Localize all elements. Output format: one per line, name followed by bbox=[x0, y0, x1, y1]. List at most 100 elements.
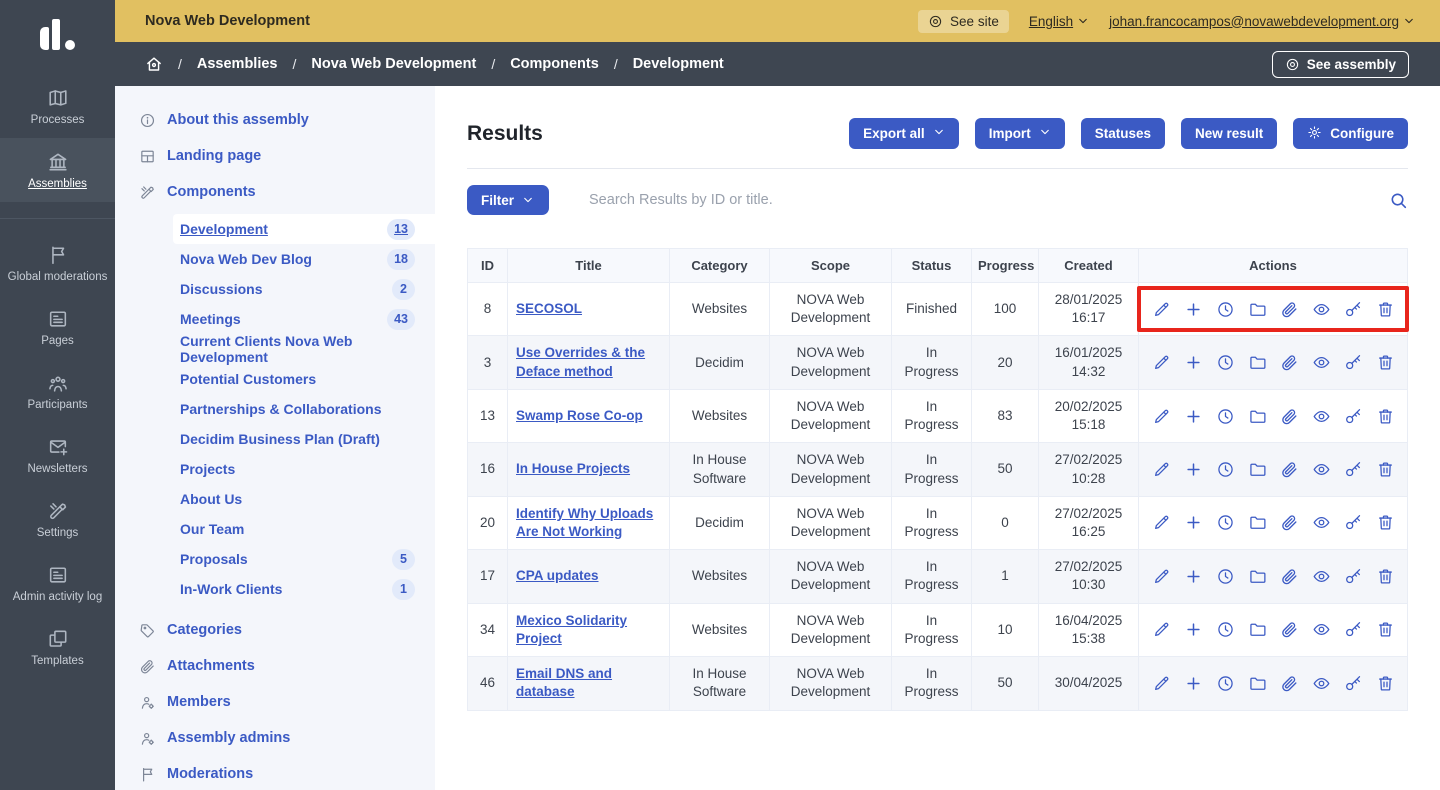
result-link-identify-why-uploads-are-not-working[interactable]: Identify Why Uploads Are Not Working bbox=[516, 505, 654, 539]
clock-icon[interactable] bbox=[1216, 620, 1235, 639]
sidebar-item-participants[interactable]: Participants bbox=[0, 359, 115, 423]
pencil-icon[interactable] bbox=[1152, 513, 1171, 532]
component-item-development[interactable]: Development 13 bbox=[173, 214, 435, 244]
paperclip-icon[interactable] bbox=[1280, 300, 1299, 319]
result-link-mexico-solidarity-project[interactable]: Mexico Solidarity Project bbox=[516, 612, 628, 646]
sidebar-item-assemblies[interactable]: Assemblies bbox=[0, 138, 115, 202]
result-link-secosol[interactable]: SECOSOL bbox=[516, 301, 583, 317]
component-item-partnerships-collaborations[interactable]: Partnerships & Collaborations bbox=[173, 394, 435, 424]
result-link-cpa-updates[interactable]: CPA updates bbox=[516, 568, 599, 584]
filter-button[interactable]: Filter bbox=[467, 185, 550, 215]
key-icon[interactable] bbox=[1344, 620, 1363, 639]
plus-icon[interactable] bbox=[1184, 407, 1203, 426]
key-icon[interactable] bbox=[1344, 674, 1363, 693]
sidebar-item-processes[interactable]: Processes bbox=[0, 74, 115, 138]
pencil-icon[interactable] bbox=[1152, 567, 1171, 586]
folder-icon[interactable] bbox=[1248, 407, 1267, 426]
assembly-menu-item-categories[interactable]: Categories bbox=[115, 612, 435, 648]
paperclip-icon[interactable] bbox=[1280, 407, 1299, 426]
user-menu[interactable]: johan.francocampos@novawebdevelopment.or… bbox=[1109, 14, 1415, 29]
sidebar-item-admin-activity-log[interactable]: Admin activity log bbox=[0, 551, 115, 615]
key-icon[interactable] bbox=[1344, 300, 1363, 319]
trash-icon[interactable] bbox=[1376, 567, 1395, 586]
key-icon[interactable] bbox=[1344, 567, 1363, 586]
pencil-icon[interactable] bbox=[1152, 460, 1171, 479]
breadcrumb-item-nova-web-development[interactable]: Nova Web Development bbox=[311, 56, 477, 72]
breadcrumb-item-components[interactable]: Components bbox=[510, 56, 599, 72]
result-link-swamp-rose-co-op[interactable]: Swamp Rose Co-op bbox=[516, 407, 643, 423]
component-item-about-us[interactable]: About Us bbox=[173, 484, 435, 514]
see-assembly-button[interactable]: See assembly bbox=[1271, 50, 1409, 78]
eye-icon[interactable] bbox=[1312, 674, 1331, 693]
component-item-meetings[interactable]: Meetings 43 bbox=[173, 304, 435, 334]
assembly-menu-item-moderations[interactable]: Moderations bbox=[115, 756, 435, 790]
clock-icon[interactable] bbox=[1216, 674, 1235, 693]
home-icon[interactable] bbox=[145, 55, 163, 73]
statuses-button[interactable]: Statuses bbox=[1080, 118, 1165, 149]
component-item-projects[interactable]: Projects bbox=[173, 454, 435, 484]
new-result-button[interactable]: New result bbox=[1180, 118, 1278, 149]
pencil-icon[interactable] bbox=[1152, 407, 1171, 426]
key-icon[interactable] bbox=[1344, 353, 1363, 372]
plus-icon[interactable] bbox=[1184, 620, 1203, 639]
clock-icon[interactable] bbox=[1216, 567, 1235, 586]
component-item-current-clients-nova-web-development[interactable]: Current Clients Nova Web Development bbox=[173, 333, 435, 365]
plus-icon[interactable] bbox=[1184, 674, 1203, 693]
folder-icon[interactable] bbox=[1248, 567, 1267, 586]
breadcrumb-item-assemblies[interactable]: Assemblies bbox=[196, 56, 278, 72]
eye-icon[interactable] bbox=[1312, 620, 1331, 639]
folder-icon[interactable] bbox=[1248, 620, 1267, 639]
assembly-menu-item-about-this-assembly[interactable]: About this assembly bbox=[115, 102, 435, 138]
pencil-icon[interactable] bbox=[1152, 300, 1171, 319]
folder-icon[interactable] bbox=[1248, 513, 1267, 532]
trash-icon[interactable] bbox=[1376, 300, 1395, 319]
key-icon[interactable] bbox=[1344, 513, 1363, 532]
clock-icon[interactable] bbox=[1216, 300, 1235, 319]
folder-icon[interactable] bbox=[1248, 674, 1267, 693]
trash-icon[interactable] bbox=[1376, 460, 1395, 479]
decidim-logo[interactable] bbox=[40, 16, 75, 50]
assembly-menu-item-attachments[interactable]: Attachments bbox=[115, 648, 435, 684]
clock-icon[interactable] bbox=[1216, 513, 1235, 532]
trash-icon[interactable] bbox=[1376, 620, 1395, 639]
trash-icon[interactable] bbox=[1376, 407, 1395, 426]
eye-icon[interactable] bbox=[1312, 567, 1331, 586]
eye-icon[interactable] bbox=[1312, 353, 1331, 372]
component-item-discussions[interactable]: Discussions 2 bbox=[173, 274, 435, 304]
clock-icon[interactable] bbox=[1216, 460, 1235, 479]
paperclip-icon[interactable] bbox=[1280, 460, 1299, 479]
search-input[interactable] bbox=[589, 192, 1389, 208]
plus-icon[interactable] bbox=[1184, 300, 1203, 319]
sidebar-item-settings[interactable]: Settings bbox=[0, 487, 115, 551]
sidebar-item-pages[interactable]: Pages bbox=[0, 295, 115, 359]
key-icon[interactable] bbox=[1344, 407, 1363, 426]
paperclip-icon[interactable] bbox=[1280, 513, 1299, 532]
plus-icon[interactable] bbox=[1184, 567, 1203, 586]
trash-icon[interactable] bbox=[1376, 353, 1395, 372]
result-link-use-overrides-the-deface-method[interactable]: Use Overrides & the Deface method bbox=[516, 345, 646, 379]
configure-button[interactable]: Configure bbox=[1293, 118, 1408, 149]
export-all-button[interactable]: Export all bbox=[849, 118, 959, 149]
sidebar-item-global-moderations[interactable]: Global moderations bbox=[0, 231, 115, 295]
component-item-our-team[interactable]: Our Team bbox=[173, 514, 435, 544]
see-site-button[interactable]: See site bbox=[918, 9, 1009, 33]
eye-icon[interactable] bbox=[1312, 460, 1331, 479]
paperclip-icon[interactable] bbox=[1280, 620, 1299, 639]
search-icon[interactable] bbox=[1389, 191, 1408, 210]
import-button[interactable]: Import bbox=[974, 118, 1065, 149]
language-selector[interactable]: English bbox=[1029, 14, 1089, 29]
assembly-menu-item-components[interactable]: Components bbox=[115, 174, 435, 210]
sidebar-item-templates[interactable]: Templates bbox=[0, 615, 115, 679]
folder-icon[interactable] bbox=[1248, 460, 1267, 479]
breadcrumb-item-development[interactable]: Development bbox=[632, 56, 724, 72]
component-item-proposals[interactable]: Proposals 5 bbox=[173, 544, 435, 574]
result-link-in-house-projects[interactable]: In House Projects bbox=[516, 461, 631, 477]
trash-icon[interactable] bbox=[1376, 674, 1395, 693]
paperclip-icon[interactable] bbox=[1280, 353, 1299, 372]
key-icon[interactable] bbox=[1344, 460, 1363, 479]
clock-icon[interactable] bbox=[1216, 353, 1235, 372]
eye-icon[interactable] bbox=[1312, 513, 1331, 532]
pencil-icon[interactable] bbox=[1152, 674, 1171, 693]
component-item-in-work-clients[interactable]: In-Work Clients 1 bbox=[173, 574, 435, 604]
paperclip-icon[interactable] bbox=[1280, 674, 1299, 693]
